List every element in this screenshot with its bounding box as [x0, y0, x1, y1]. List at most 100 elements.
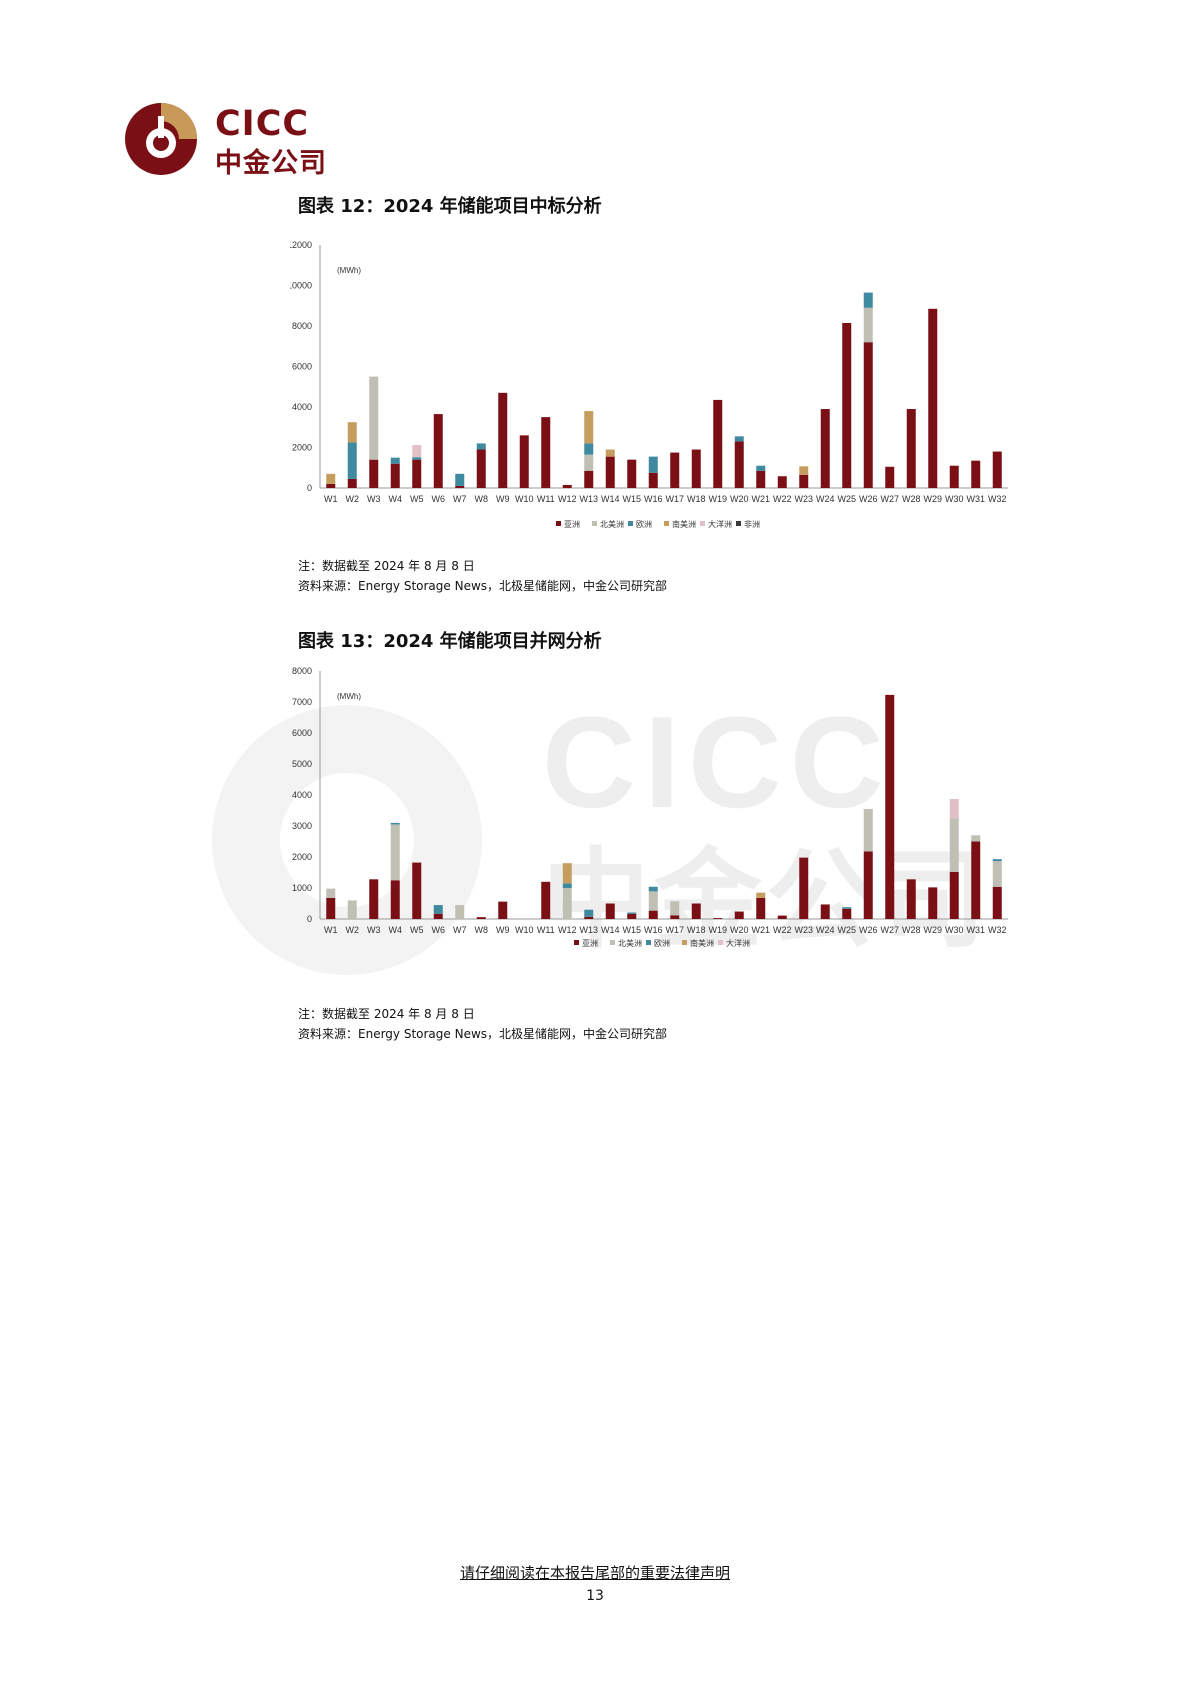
y-tick-label: 1000: [292, 883, 312, 893]
bar-segment-w26: [863, 292, 873, 308]
x-tick-label: W31: [966, 925, 985, 935]
x-tick-label: W29: [923, 494, 942, 504]
y-tick-label: 2000: [292, 852, 312, 862]
logo-emblem-icon: [125, 103, 197, 175]
bar-segment-w21: [756, 470, 766, 488]
x-tick-label: W17: [665, 925, 684, 935]
bar-segment-w26: [863, 307, 873, 343]
bar-segment-w2: [347, 478, 357, 488]
x-tick-label: W29: [923, 925, 942, 935]
x-tick-label: W6: [432, 494, 446, 504]
x-tick-label: W3: [367, 925, 381, 935]
x-tick-label: W11: [537, 494, 555, 504]
x-tick-label: W24: [816, 925, 835, 935]
bar-segment-w9: [498, 901, 508, 919]
bar-segment-w5: [412, 459, 422, 488]
bar-segment-w6: [433, 414, 443, 488]
legend-swatch: [592, 521, 597, 526]
x-tick-label: W27: [880, 494, 899, 504]
bar-segment-w28: [906, 879, 916, 919]
x-tick-label: W8: [475, 925, 489, 935]
figure-12-chart: 0 2000 4000 6000 8000 10000 12000 (MWh) W1 W2 W3 W4…: [290, 235, 1020, 545]
legend-label: 亚洲: [582, 939, 598, 948]
x-tick-label: W2: [346, 925, 360, 935]
y-unit-label: (MWh): [337, 266, 361, 275]
figure-12-note: 注：数据截至 2024 年 8 月 8 日: [298, 559, 475, 573]
bar-segment-w31: [971, 460, 981, 488]
x-tick-label: W26: [859, 494, 878, 504]
x-tick-label: W24: [816, 494, 835, 504]
legend-swatch: [718, 940, 723, 945]
x-tick-label: W10: [515, 494, 534, 504]
y-tick-label: 7000: [292, 697, 312, 707]
bar-segment-w13: [584, 454, 594, 471]
bar-segment-w16: [648, 910, 658, 919]
bar-segment-w21: [756, 897, 766, 919]
bar-segment-w18: [691, 903, 701, 919]
legend-label: 大洋洲: [726, 938, 750, 948]
bar-segment-w24: [820, 904, 830, 919]
bar-segment-w20: [734, 911, 744, 919]
bar-segment-w4: [390, 822, 400, 825]
bar-segment-w3: [369, 879, 379, 919]
bar-segment-w14: [605, 456, 615, 488]
y-unit-label: (MWh): [337, 692, 361, 701]
x-tick-label: W22: [773, 925, 792, 935]
x-tick-label: W1: [324, 925, 338, 935]
figure-13-source: 资料来源：Energy Storage News，北极星储能网，中金公司研究部: [298, 1027, 668, 1041]
bar-segment-w31: [971, 841, 981, 919]
bar-segment-w6: [433, 905, 443, 914]
x-tick-label: W19: [708, 925, 727, 935]
y-tick-label: 6000: [292, 728, 312, 738]
bar-segment-w22: [777, 476, 787, 488]
page-number: 13: [586, 1588, 604, 1604]
legend-swatch: [556, 521, 561, 526]
bar-segment-w25: [842, 908, 852, 919]
bar-segment-w19: [713, 399, 723, 488]
x-tick-label: W31: [966, 494, 985, 504]
y-tick-label: 3000: [292, 821, 312, 831]
legend-swatch: [736, 521, 741, 526]
legend-swatch: [646, 940, 651, 945]
bar-segment-w16: [648, 886, 658, 892]
bar-segment-w31: [971, 835, 981, 842]
bar-segment-w8: [476, 917, 486, 919]
bar-segment-w30: [949, 818, 959, 872]
x-tick-label: W16: [644, 494, 663, 504]
bar-segment-w13: [584, 443, 594, 455]
bar-segment-w5: [412, 445, 422, 458]
bar-segment-w1: [326, 888, 336, 898]
bar-segment-w28: [906, 409, 916, 488]
legal-notice-text[interactable]: 请仔细阅读在本报告尾部的重要法律声明: [459, 1564, 730, 1582]
x-tick-label: W13: [579, 494, 598, 504]
cicc-logo: CICC 中金公司: [125, 100, 335, 179]
legend-label: 北美洲: [618, 938, 642, 948]
legend-label: 欧洲: [654, 938, 670, 948]
bar-segment-w2: [347, 422, 357, 443]
bar-segment-w32: [992, 886, 1002, 919]
x-tick-label: W27: [880, 925, 899, 935]
bar-segment-w16: [648, 472, 658, 488]
bar-segment-w1: [326, 897, 336, 919]
bar-segment-w12: [562, 883, 572, 888]
bar-segment-w13: [584, 470, 594, 488]
legend-label: 北美洲: [600, 519, 624, 529]
legend-label: 南美洲: [672, 519, 696, 529]
x-tick-label: W4: [389, 494, 403, 504]
bar-segment-w25: [842, 322, 852, 488]
bar-segment-w19: [713, 918, 723, 919]
x-tick-label: W23: [794, 494, 813, 504]
x-tick-label: W30: [945, 494, 964, 504]
bar-segment-w13: [584, 411, 594, 444]
x-tick-label: W19: [708, 494, 727, 504]
x-tick-label: W26: [859, 925, 878, 935]
legal-notice-link[interactable]: 请仔细阅读在本报告尾部的重要法律声明: [0, 1562, 1190, 1583]
legend-label: 欧洲: [636, 519, 652, 529]
y-tick-label: 6000: [292, 362, 312, 372]
x-tick-label: W12: [558, 494, 577, 504]
bar-segment-w21: [756, 892, 766, 898]
bar-segment-w20: [734, 441, 744, 488]
bar-segment-w8: [476, 449, 486, 488]
figure-12-title: 图表 12：2024 年储能项目中标分析: [298, 196, 602, 217]
bar-segment-w17: [670, 452, 680, 488]
